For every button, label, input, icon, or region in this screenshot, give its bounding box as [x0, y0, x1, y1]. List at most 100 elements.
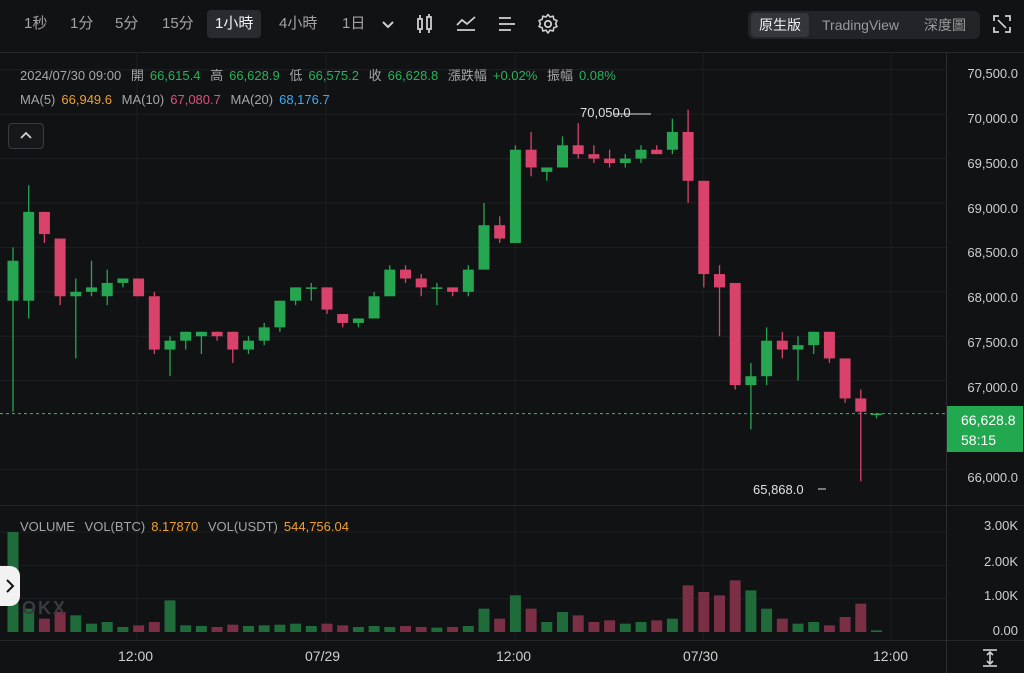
- timeframe-4h[interactable]: 4小時: [279, 15, 318, 32]
- volume-bar: [337, 625, 349, 632]
- candle-body: [509, 149, 521, 243]
- candle-body: [604, 158, 616, 164]
- candle-body: [447, 287, 459, 292]
- volume-bar: [604, 620, 616, 632]
- pane-divider: [0, 505, 1024, 506]
- ma20-value: 68,176.7: [279, 92, 330, 107]
- indicator-icon[interactable]: [454, 12, 478, 36]
- price-tick: 70,000.0: [967, 111, 1018, 126]
- ma20-label: MA(20): [230, 92, 274, 107]
- drawing-tools-icon[interactable]: [495, 12, 519, 36]
- price-tick: 67,500.0: [967, 335, 1018, 350]
- candle-body: [321, 287, 333, 310]
- timeframe-5m[interactable]: 5分: [115, 15, 139, 32]
- candle-body: [619, 158, 631, 164]
- candle-body: [855, 398, 867, 412]
- chevron-down-icon[interactable]: [376, 12, 400, 36]
- timeframe-1m[interactable]: 1分: [70, 15, 94, 32]
- legend-high-label: 高: [210, 68, 224, 83]
- okx-watermark: OKX: [22, 598, 68, 618]
- auto-scale-icon[interactable]: [978, 648, 1002, 668]
- timeframe-15m[interactable]: 15分: [162, 15, 194, 32]
- candle-body: [541, 167, 553, 172]
- timeframe-1d[interactable]: 1日: [342, 15, 366, 32]
- fullscreen-icon[interactable]: [990, 12, 1014, 36]
- volume-bar: [400, 626, 411, 632]
- legend-change-label: 漲跌幅: [447, 68, 487, 83]
- volume-bar: [855, 603, 867, 632]
- chart-grid: [0, 52, 946, 640]
- legend-low-label: 低: [289, 68, 303, 83]
- legend-low: 66,575.2: [308, 68, 359, 83]
- volume-bar: [368, 626, 380, 632]
- candle-body: [23, 211, 35, 301]
- volume-bars: [7, 532, 882, 632]
- timeframe-1h[interactable]: 1小時: [207, 10, 262, 38]
- candle-body: [666, 131, 678, 150]
- expand-side-panel-button[interactable]: [0, 566, 20, 606]
- candle-body: [823, 331, 835, 359]
- volume-bar: [808, 622, 820, 632]
- ma-legend: MA(5) 66,949.6 MA(10) 67,080.7 MA(20) 68,17…: [20, 92, 336, 107]
- volume-bar: [714, 595, 725, 632]
- time-tick: 07/30: [683, 648, 719, 664]
- settings-gear-icon[interactable]: [536, 12, 560, 36]
- view-depth[interactable]: 深度圖: [924, 17, 966, 33]
- candle-body: [557, 145, 568, 168]
- candlestick-chart[interactable]: [0, 52, 946, 640]
- candle-body: [871, 413, 882, 416]
- vol-usdt-label: VOL(USDT): [207, 519, 278, 534]
- volume-bar: [38, 618, 50, 632]
- candle-body: [745, 376, 757, 386]
- candle-body: [290, 287, 302, 301]
- candle-body: [7, 260, 19, 301]
- volume-bar: [117, 627, 129, 632]
- volume-bar: [148, 622, 160, 632]
- volume-bar: [274, 624, 286, 632]
- candle-body: [698, 180, 710, 275]
- candle-body: [70, 291, 82, 297]
- candle-body: [588, 154, 600, 159]
- volume-title: VOLUME: [20, 519, 75, 534]
- time-tick: 07/29: [305, 648, 341, 664]
- chevron-up-icon: [20, 131, 32, 139]
- vol-usdt-value: 544,756.04: [283, 519, 349, 534]
- candle-body: [101, 282, 113, 297]
- timeframe-1s[interactable]: 1秒: [24, 15, 48, 32]
- candle-body: [431, 287, 443, 289]
- volume-tick: 3.00K: [984, 518, 1018, 533]
- ma5-label: MA(5): [20, 92, 56, 107]
- view-tradingview[interactable]: TradingView: [822, 17, 900, 33]
- price-tick: 68,000.0: [967, 290, 1018, 305]
- volume-bar: [839, 617, 851, 632]
- candle-body: [682, 131, 694, 181]
- volume-bar: [651, 620, 663, 632]
- price-tick: 67,000.0: [967, 380, 1018, 395]
- candle-body: [258, 327, 270, 341]
- legend-open: 66,615.4: [149, 68, 201, 83]
- volume-bar: [321, 623, 333, 632]
- candle-body: [54, 238, 66, 297]
- price-tick: 69,500.0: [967, 156, 1018, 171]
- volume-bar: [494, 618, 506, 632]
- collapse-legend-button[interactable]: [8, 123, 44, 149]
- candle-body: [792, 345, 804, 350]
- candle-body: [729, 282, 741, 386]
- volume-bar: [164, 600, 176, 632]
- legend-high: 66,628.9: [229, 68, 280, 83]
- candlestick-type-icon[interactable]: [413, 12, 437, 36]
- legend-amplitude-label: 振幅: [546, 68, 573, 83]
- candle-body: [86, 287, 97, 292]
- ma10-label: MA(10): [121, 92, 165, 107]
- volume-bar: [776, 618, 788, 632]
- candle-body: [133, 278, 145, 297]
- vol-btc-label: VOL(BTC): [84, 519, 146, 534]
- candle-body: [400, 269, 411, 279]
- volume-bar: [384, 627, 396, 632]
- candle-body: [227, 331, 239, 350]
- volume-tick: 1.00K: [984, 588, 1018, 603]
- candle-body: [368, 296, 380, 319]
- high-price-value: 70,050.0: [580, 105, 631, 120]
- ma10-value: 67,080.7: [170, 92, 221, 107]
- view-native[interactable]: 原生版: [751, 13, 809, 37]
